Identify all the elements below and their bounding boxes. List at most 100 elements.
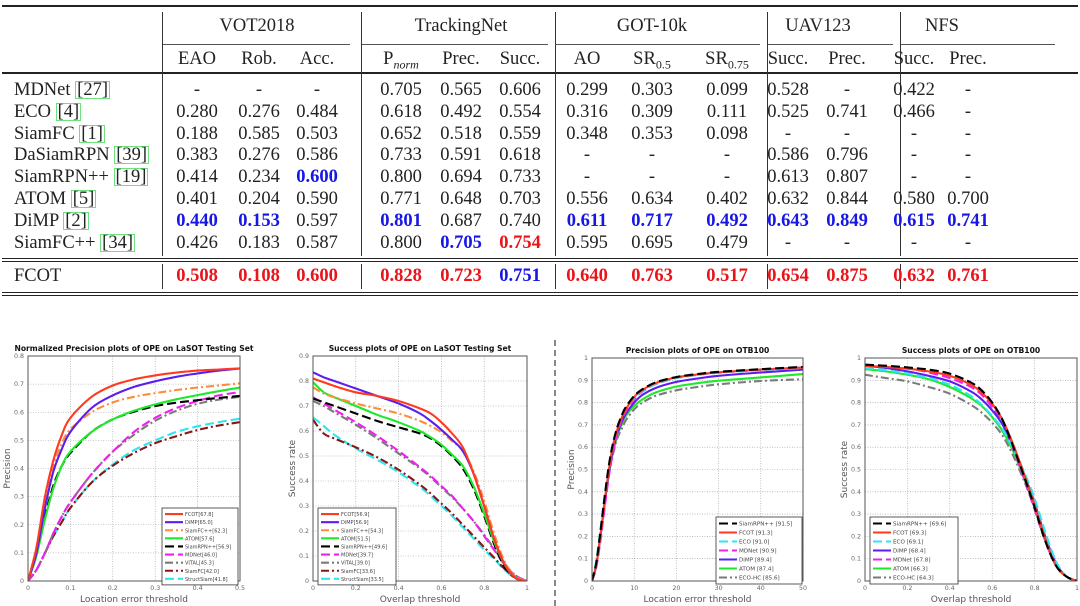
group-underline	[768, 44, 893, 45]
table-cell-fcot: 0.640	[566, 266, 608, 286]
series-line-siamfc	[313, 419, 527, 581]
x-axis-label: Overlap threshold	[380, 595, 461, 605]
table-cell: 0.111	[706, 101, 748, 122]
table-cell: -	[910, 145, 918, 166]
column-header-sub: norm	[393, 57, 419, 72]
x-axis-label: Overlap threshold	[931, 595, 1012, 605]
chart-lasot-norm-precision: Normalized Precision plots of OPE on LaS…	[3, 344, 254, 605]
group-header-got10k: GOT-10k	[616, 16, 688, 36]
chart-otb100-success: Success plots of OPE on OTB100 0 0.2 0.4 0.6…	[840, 346, 1079, 605]
table-cell: -	[964, 232, 972, 253]
table-cell: 0.613	[767, 167, 809, 188]
legend-entry: ATOM[51.5]	[341, 536, 370, 542]
table-cell: 0.587	[296, 232, 338, 253]
column-header: Succ.	[893, 49, 935, 69]
citation-link[interactable]: [5]	[70, 189, 97, 209]
y-tick-label: 0.2	[851, 533, 861, 540]
citation-link[interactable]: [39]	[114, 145, 150, 166]
y-tick-label: 0	[584, 578, 588, 585]
y-tick-label: 0.1	[299, 553, 309, 560]
table-cell: 0.615	[893, 210, 935, 231]
table-cell-fcot: 0.875	[826, 266, 868, 286]
table-cell: -	[723, 167, 731, 188]
table-cell: 0.426	[176, 232, 218, 253]
table-cell: 0.643	[767, 210, 809, 231]
table-cell: 0.844	[826, 189, 868, 209]
table-cell-fcot: 0.828	[380, 266, 422, 286]
y-tick-label: 0	[20, 578, 24, 585]
table-cell: 0.528	[767, 80, 809, 100]
legend-entry: StructSiam[33.5]	[341, 577, 384, 583]
legend-entry: StructSiam[41.8]	[185, 577, 228, 583]
y-tick-label: 0.2	[14, 522, 24, 529]
x-tick-label: 50	[799, 585, 807, 592]
chart-title: Precision plots of OPE on OTB100	[626, 346, 770, 355]
plot-frame	[591, 357, 804, 582]
citation-link[interactable]: [4]	[55, 101, 82, 122]
table-cell: -	[964, 101, 972, 122]
chart-title: Normalized Precision plots of OPE on LaS…	[14, 344, 253, 353]
table-cell: 0.652	[380, 123, 422, 144]
citation-number: 2	[71, 210, 81, 231]
col-divider-fcot	[162, 264, 164, 289]
y-tick-label: 1	[584, 355, 588, 362]
citation-link[interactable]: [19]	[113, 167, 149, 188]
table-cell: 0.492	[440, 101, 482, 122]
table-cell: 0.348	[566, 123, 608, 144]
x-tick-label: 1	[525, 585, 529, 592]
row-name: ECO [4]	[14, 101, 82, 122]
column-header: SR0.75	[705, 49, 749, 75]
citation-link[interactable]: [27]	[75, 80, 110, 100]
section-divider	[554, 340, 556, 606]
citation-link[interactable]: [34]	[100, 232, 135, 253]
y-tick-label: 0.8	[299, 378, 309, 385]
table-cell: -	[648, 145, 656, 166]
table-cell: 0.801	[380, 210, 422, 231]
legend: FCOT[67.8] DiMP[65.0] SiamFC++[62.3] ATOM[5…	[161, 507, 239, 586]
bottom-rule	[2, 292, 1078, 294]
table-cell: -	[964, 145, 972, 166]
y-tick-label: 0.3	[299, 503, 309, 510]
citation-number: 5	[78, 189, 89, 209]
legend-entry: DiMP [68.4]	[893, 549, 926, 555]
table-cell: 0.098	[706, 123, 748, 144]
table-cell: 0.276	[238, 101, 280, 122]
y-tick-label: 0.1	[578, 556, 588, 563]
table-cell: -	[964, 167, 972, 188]
y-tick-label: 0.6	[14, 409, 24, 416]
series-line-eco	[865, 366, 1077, 581]
row-name: SiamRPN++ [19]	[14, 167, 149, 188]
table-cell: 0.717	[631, 210, 673, 231]
col-divider-fcot	[900, 264, 902, 289]
citation-link[interactable]: [1]	[79, 123, 105, 144]
table-cell-fcot: 0.723	[440, 266, 482, 286]
legend-box	[317, 507, 397, 586]
table-cell: 0.401	[176, 189, 218, 209]
table-cell-fcot: 0.508	[176, 266, 218, 286]
method-name: ECO	[14, 101, 51, 122]
method-name: SiamRPN++	[14, 167, 109, 188]
y-tick-label: 0.5	[851, 467, 861, 474]
table-cell: 0.733	[499, 167, 541, 188]
citation-link[interactable]: [2]	[63, 210, 89, 231]
row-name: SiamFC++ [34]	[14, 233, 135, 253]
method-name: ATOM	[14, 189, 67, 209]
fcot-rule-a	[2, 258, 1078, 260]
legend: SiamRPN++ [91.5] FCOT [91.3] ECO [91.0] MDN…	[715, 516, 803, 585]
citation-number: 27	[83, 80, 102, 100]
series-group	[28, 367, 240, 581]
table-cell: 0.796	[826, 145, 868, 166]
column-header: Acc.	[299, 49, 335, 69]
table-cell: 0.383	[176, 145, 218, 166]
table-cell: 0.632	[767, 189, 809, 209]
group-header-trackingnet: TrackingNet	[414, 16, 508, 36]
group-underline	[555, 44, 760, 45]
table-cell: 0.303	[631, 80, 673, 100]
col-divider	[361, 12, 363, 256]
legend-entry: FCOT [91.3]	[739, 531, 773, 537]
table-cell: 0.183	[238, 232, 280, 253]
series-line-mdnet	[28, 390, 240, 581]
table-cell: 0.422	[893, 80, 935, 100]
y-tick-label: 0.7	[578, 422, 588, 429]
citation-number: 19	[121, 167, 141, 188]
